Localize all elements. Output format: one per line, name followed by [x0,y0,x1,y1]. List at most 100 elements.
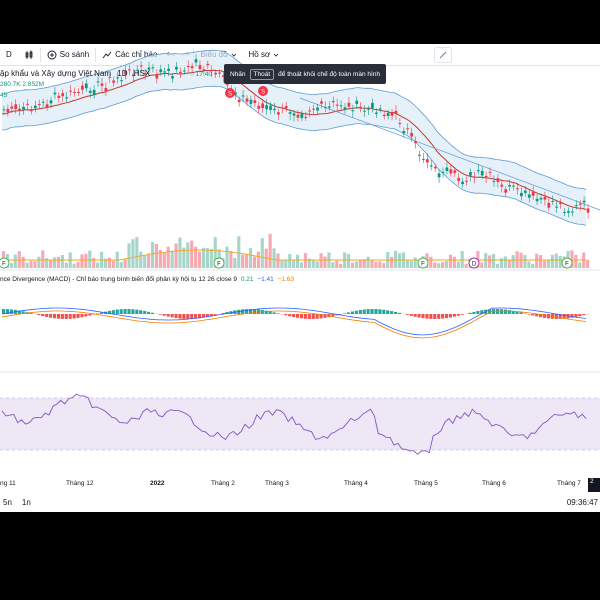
macd-title[interactable]: nce Divergence (MACD) - Chỉ báo trung bì… [0,276,238,283]
candle-body [449,169,453,174]
candle-body [26,103,29,105]
macd-histogram-bar [198,314,202,319]
candle-body [135,69,139,71]
volume-bar [452,256,456,268]
clock-readout: 09:36:47 [566,497,598,507]
volume-bar [88,250,92,268]
macd-histogram-bar [186,314,190,319]
event-marker-label: F [217,262,221,268]
volume-bar [143,255,147,268]
volume-bar [21,256,25,268]
candle-body [100,83,104,86]
candle-body [41,101,45,103]
volume-bar [444,261,449,268]
candle-body [273,108,276,110]
candle-body [124,71,127,75]
candle-body [484,176,488,178]
candle-body [351,110,355,112]
macd-legend: nce Divergence (MACD) - Chỉ báo trung bì… [0,276,294,283]
event-marker-circle [0,257,10,269]
candle-body [367,108,370,110]
macd-histogram-bar [362,309,366,314]
compare-button[interactable]: So sánh [41,44,95,66]
volume-bar [296,254,300,268]
macd-histogram-bar [515,311,519,314]
time-axis[interactable]: ng 11 Tháng 12 2022 Tháng 2 Tháng 3 Thán… [0,476,600,492]
volume-bar [335,260,339,268]
candle-body [194,59,198,63]
candle-body [429,165,433,167]
volume-bar [25,262,29,268]
candle-body [139,65,143,67]
macd-histogram-bar [115,309,119,314]
volume-bar [307,258,311,268]
candle-body [265,105,268,110]
candle-body [480,170,484,176]
volume-bar [550,254,554,268]
event-marker-label: F [565,262,569,268]
volume-bar [527,261,531,268]
chart-type-button[interactable] [18,44,40,66]
volume-bar [52,257,57,268]
candle-body [163,71,167,73]
candle-body [390,112,394,116]
rsi-line [1,393,587,455]
candle-body [65,97,69,99]
price-chart-canvas[interactable]: F F F D F S S [0,0,600,470]
candle-body [516,188,519,190]
candle-body [559,202,562,204]
symbol-title[interactable]: ập khẩu và Xây dựng Việt Nam [0,69,112,78]
candle-body [80,85,84,90]
candle-body [280,107,284,109]
macd-histogram-bar [100,312,104,314]
interval-badge: 1D [117,69,128,78]
indicators-button[interactable]: Các chỉ báo [96,44,163,66]
volume-bar [229,250,233,268]
candle-body [151,67,155,69]
macd-histogram-bar [245,309,249,314]
time-label: Tháng 6 [482,480,506,487]
range-5d-button[interactable]: 5n [3,497,12,507]
volume-bar [182,247,186,268]
volume-bar [64,262,68,268]
profile-menu-button[interactable]: Hồ sơ [243,44,286,66]
macd-histogram-bar [292,314,296,318]
candle-body [531,191,535,196]
candle-body [171,76,174,79]
volume-bar [241,254,245,268]
volume-bar [131,239,135,268]
candle-body [202,69,206,71]
candle-body [406,128,410,130]
candle-body [359,106,363,109]
macd-histogram-bar [139,310,143,314]
volume-bar [135,237,139,268]
drawing-tool-button[interactable] [434,47,452,63]
volume-bar [448,254,453,268]
volume-bar [539,255,543,268]
macd-histogram-bar [56,314,61,319]
candle-body [570,211,574,213]
macd-histogram-bar [276,313,280,314]
macd-histogram-bar [299,314,304,319]
escape-key-badge[interactable]: Thoát [249,68,275,80]
volume-bar [397,253,402,268]
candle-body [410,132,414,137]
macd-histogram-bar [472,311,476,314]
macd-histogram-bar [213,314,217,315]
range-1d-button[interactable]: 1n [21,497,31,507]
dividend-marker-circle [225,88,235,98]
macd-histogram-bar [452,314,456,317]
interval-selector[interactable]: D [0,44,18,66]
candle-body [14,104,18,110]
candle-body [402,131,406,134]
macd-histogram-bar [370,309,374,314]
volume-bar [158,250,162,268]
candle-body [582,200,586,203]
macd-histogram-bar [29,313,33,314]
time-axis-edge-label: 2 [588,478,600,492]
candles-icon [25,50,33,59]
volume-bar [139,251,143,268]
macd-histogram-bar [21,311,25,314]
macd-histogram-bar [49,314,53,318]
candle-body [324,107,327,109]
